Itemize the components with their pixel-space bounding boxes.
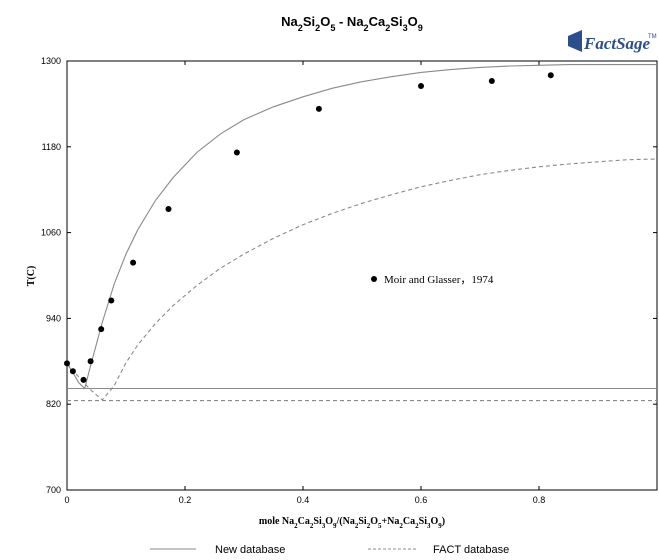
data-point — [547, 72, 554, 79]
factsage-logo-text: FactSage — [583, 34, 651, 53]
data-point — [315, 105, 322, 112]
annotation-marker — [371, 276, 377, 282]
data-point — [87, 358, 94, 365]
x-tick-label: 0.2 — [179, 495, 192, 505]
series-lines — [66, 64, 658, 402]
y-axis-ticks: 700 820 940 1060 1180 1300 — [41, 56, 657, 495]
data-point — [233, 149, 240, 156]
data-point — [64, 360, 70, 367]
y-tick-label: 1060 — [41, 228, 61, 238]
points-annotation: Moir and Glasser，1974 — [371, 274, 494, 286]
y-tick-label: 820 — [46, 399, 61, 409]
data-point — [80, 376, 87, 383]
x-tick-label: 0.8 — [533, 495, 546, 505]
x-axis-label: mole Na2Ca2Si3O9/(Na2Si2O5+Na2Ca2Si3O9) — [259, 516, 445, 530]
factsage-logo-mark-icon — [568, 30, 582, 52]
annotation-label: Moir and Glasser，1974 — [384, 274, 494, 286]
legend-label-new-database: New database — [215, 544, 285, 556]
legend-label-fact-database: FACT database — [433, 544, 509, 556]
data-point — [108, 297, 115, 304]
x-tick-label: 0.6 — [415, 495, 428, 505]
legend: New database FACT database — [150, 544, 509, 556]
plot-frame — [66, 60, 658, 491]
factsage-logo-tm: TM — [648, 34, 657, 40]
y-tick-label: 1300 — [41, 56, 61, 66]
data-points — [64, 72, 554, 383]
series-line-2 — [66, 158, 658, 401]
y-tick-label: 700 — [46, 485, 61, 495]
y-tick-label: 940 — [46, 313, 61, 323]
data-point — [130, 259, 137, 266]
y-axis-label: T(C) — [26, 266, 37, 287]
data-point — [69, 368, 76, 375]
data-point — [488, 78, 495, 84]
series-line-0 — [66, 64, 657, 390]
y-tick-label: 1180 — [42, 142, 61, 152]
x-tick-label: 0.4 — [297, 495, 310, 505]
data-point — [418, 83, 424, 89]
x-axis-ticks: 0 0.2 0.4 0.6 0.8 — [64, 61, 545, 505]
chart-title: Na2Si2O5 - Na2Ca2Si3O9 — [281, 14, 423, 33]
data-point — [165, 206, 172, 212]
factsage-logo: FactSage TM — [568, 30, 657, 53]
x-tick-label: 0 — [64, 495, 69, 505]
data-point — [98, 326, 105, 333]
